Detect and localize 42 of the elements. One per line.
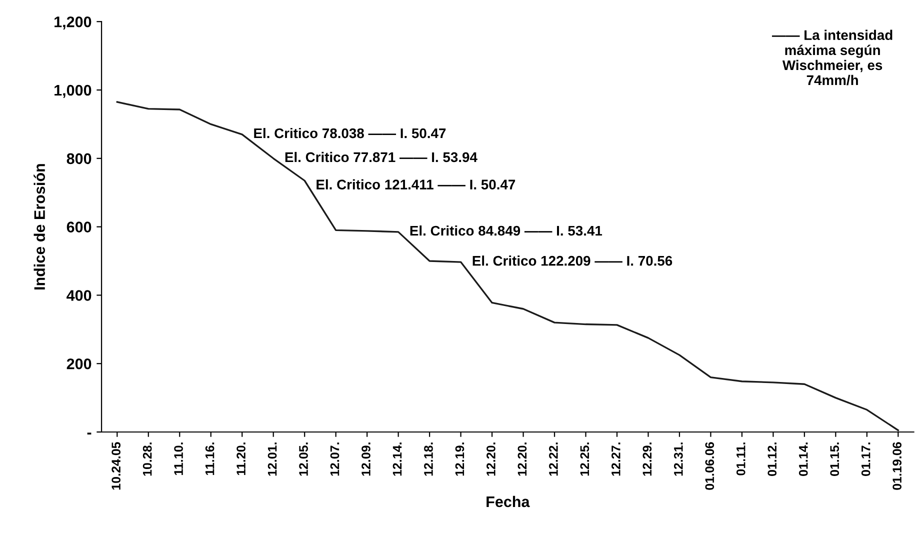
x-tick-label: 11.20.	[236, 442, 246, 475]
x-tick-label: 12.19.	[455, 442, 464, 476]
y-tick-label: 600	[66, 222, 92, 232]
x-tick-label: 12.25.	[580, 442, 590, 476]
x-tick-label: 01.11.	[736, 442, 746, 476]
x-tick-label: 12.31.	[674, 442, 683, 476]
x-tick-label: 11.10.	[174, 442, 183, 475]
x-tick-label: 01.17.	[861, 442, 870, 476]
x-tick-label: 12.20.	[486, 442, 496, 476]
x-tick-label: 12.29.	[642, 442, 652, 476]
y-tick-label: 1,000	[54, 84, 92, 98]
y-tick-label: 200	[66, 358, 92, 370]
x-tick-label: 11.16.	[205, 442, 214, 475]
annotation: El. Critico 84.849 —— I. 53.41	[410, 225, 602, 236]
x-tick-label: 01.12.	[768, 442, 777, 476]
x-tick-label: 10.28.	[142, 442, 152, 476]
y-tick-label: 800	[66, 153, 92, 164]
y-tick-label: -	[87, 432, 92, 434]
annotation: El. Critico 77.871 —— I. 53.94	[285, 152, 478, 162]
x-tick-label: 12.14.	[392, 442, 402, 476]
x-tick-label: 12.22.	[549, 442, 558, 476]
x-tick-label: 12.20.	[518, 442, 527, 476]
annotation: El. Critico 122.209 —— I. 70.56	[472, 256, 672, 266]
annotation: El. Critico 121.411 —— I. 50.47	[316, 179, 516, 190]
x-tick-label: 12.05.	[299, 442, 308, 476]
y-tick-label: 400	[66, 290, 92, 301]
x-tick-label: 12.27.	[611, 442, 620, 476]
x-tick-label: 01.15.	[830, 442, 840, 476]
annotation: —— La intensidad máxima según Wischmeier, es 74mm/h	[772, 30, 892, 86]
x-tick-label: 12.01.	[268, 442, 277, 476]
x-tick-label: 01.19.06	[892, 442, 902, 490]
y-tick-label: 1,200	[54, 16, 92, 30]
annotation: El. Critico 78.038 —— I. 50.47	[254, 128, 446, 138]
x-tick-label: 01.14.	[798, 442, 808, 476]
line-series	[116, 101, 899, 432]
x-axis-title: Fecha	[486, 496, 530, 508]
x-tick-label: 12.07.	[330, 442, 340, 476]
y-axis-title: Indice de Erosión	[34, 164, 46, 290]
x-tick-label: 12.09.	[362, 442, 370, 476]
x-tick-label: 10.24.05	[112, 442, 121, 490]
x-tick-label: 12.18.	[424, 442, 433, 476]
x-tick-label: 01.06.06	[705, 442, 714, 490]
